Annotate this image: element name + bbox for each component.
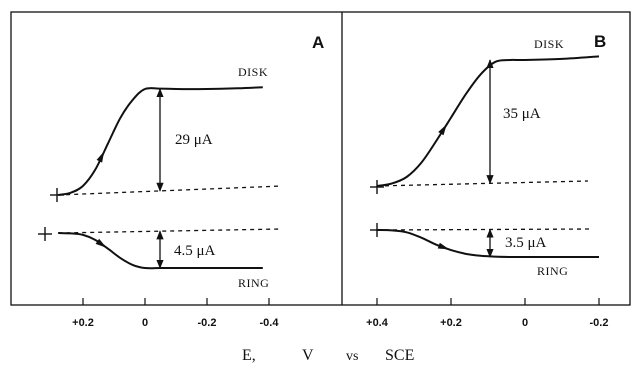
disk-current-label: 29 μA xyxy=(175,132,213,148)
ring-direction-arrow xyxy=(95,238,107,248)
ring-curve xyxy=(376,229,599,259)
x-axis-label-v: V xyxy=(302,347,314,364)
ring-curve-label: RING xyxy=(537,264,568,278)
ring-curve-label: RING xyxy=(238,276,269,290)
disk-curve-label: DISK xyxy=(238,65,268,79)
disk-curve xyxy=(376,55,600,187)
disk-baseline xyxy=(58,185,283,196)
ring-baseline xyxy=(376,228,593,231)
x-axis-label: E, V vs SCE xyxy=(242,347,414,364)
ring-direction-arrow xyxy=(437,242,450,250)
panel-a: +0.2 0 -0.2 -0.4 29 μA DISK 4.5 μA RING xyxy=(38,65,283,329)
disk-curve xyxy=(58,86,263,196)
x-tick-label: 0 xyxy=(522,317,528,329)
disk-direction-arrow xyxy=(438,124,447,136)
panel-label-b: B xyxy=(594,32,606,51)
plot-frame xyxy=(10,11,631,306)
x-axis-label-vs: vs xyxy=(346,349,358,364)
x-axis-label-sce: SCE xyxy=(385,347,414,364)
ring-curve xyxy=(58,232,263,270)
x-tick-label: +0.4 xyxy=(366,317,389,329)
panel-b: +0.4 +0.2 0 -0.2 35 μA DISK 3.5 μA RING xyxy=(366,37,608,329)
panel-label-a: A xyxy=(312,33,324,52)
x-axis-label-e: E, xyxy=(242,347,256,364)
disk-direction-arrow xyxy=(96,151,105,163)
x-tick-label: -0.4 xyxy=(260,317,280,329)
disk-curve-label: DISK xyxy=(534,37,564,51)
disk-current-label: 35 μA xyxy=(503,106,541,122)
x-tick-label: +0.2 xyxy=(440,317,462,329)
x-tick-label: -0.2 xyxy=(198,317,217,329)
ring-current-label: 3.5 μA xyxy=(505,235,547,251)
ring-current-label: 4.5 μA xyxy=(174,243,216,259)
x-tick-label: 0 xyxy=(142,317,148,329)
ring-baseline xyxy=(58,228,283,234)
disk-baseline xyxy=(376,180,589,187)
x-tick-label: -0.2 xyxy=(590,317,609,329)
x-tick-label: +0.2 xyxy=(72,317,94,329)
